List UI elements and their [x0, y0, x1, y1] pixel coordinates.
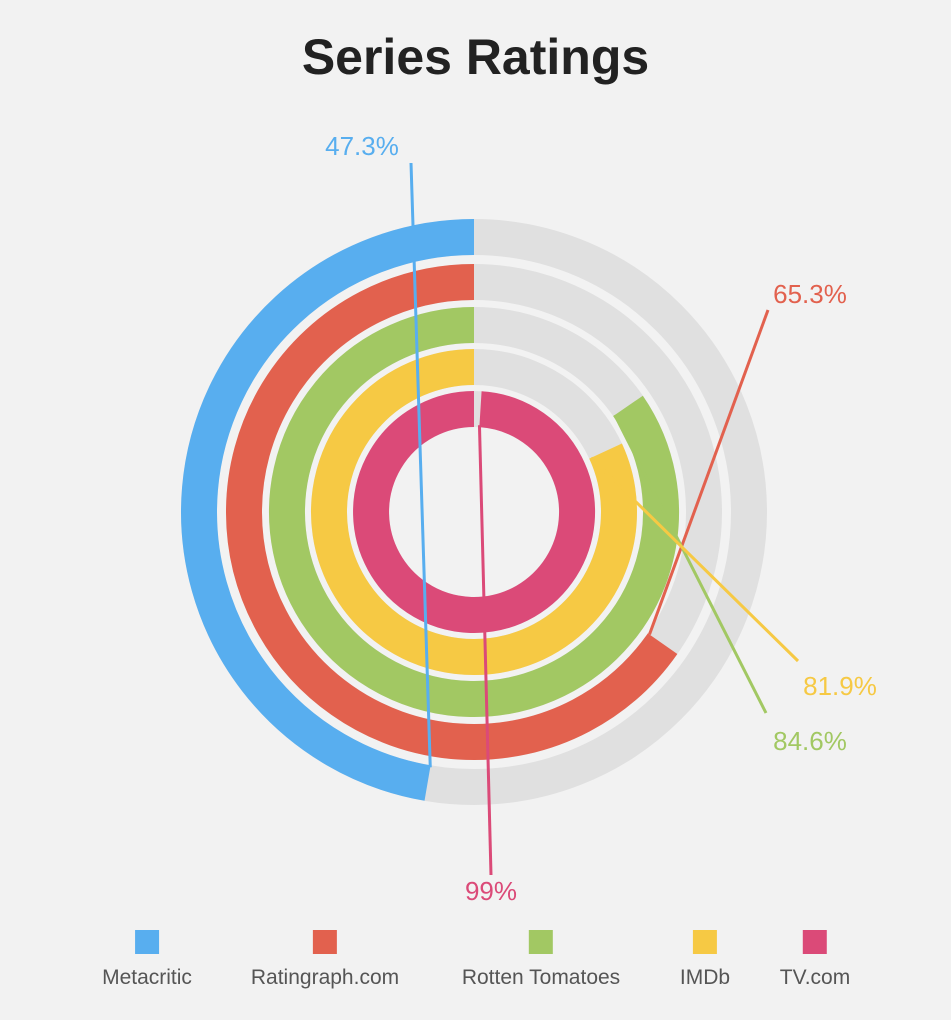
ring-bar-metacritic[interactable]: [181, 219, 475, 801]
ring-bar-rotten-tomatoes[interactable]: [269, 307, 679, 717]
chart-legend: Metacritic Ratingraph.com Rotten Tomatoes I…: [0, 925, 951, 1005]
leader-line-tv-com: [477, 425, 493, 876]
legend-item-imdb[interactable]: IMDb: [680, 925, 730, 990]
legend-item-metacritic[interactable]: Metacritic: [102, 925, 192, 990]
chart-title: Series Ratings: [301, 29, 650, 85]
legend-swatch: [313, 930, 337, 954]
legend-label: TV.com: [779, 966, 851, 989]
legend-label: Metacritic: [102, 966, 192, 989]
legend-label: IMDb: [679, 966, 731, 989]
legend-swatch: [802, 930, 827, 954]
leader-line-ratingraph-com: [648, 309, 770, 636]
legend-swatch: [693, 930, 717, 954]
legend-swatch: [529, 930, 553, 954]
legend-item-tv-com[interactable]: TV.com: [780, 925, 850, 990]
legend-label: Rotten Tomatoes: [461, 966, 621, 989]
legend-swatch: [134, 930, 159, 954]
ring-bar-ratingraph-com[interactable]: [226, 264, 678, 760]
leader-line-rotten-tomatoes: [613, 414, 768, 714]
legend-item-rotten-tomatoes[interactable]: Rotten Tomatoes: [462, 925, 620, 990]
leader-line-metacritic: [409, 162, 432, 768]
value-label-ratingraph-com: 65.3%: [773, 279, 847, 309]
legend-label: Ratingraph.com: [250, 966, 400, 989]
value-label-metacritic: 47.3%: [325, 131, 399, 161]
legend-item-ratingraph-com[interactable]: Ratingraph.com: [251, 925, 399, 990]
ring-bar-imdb[interactable]: [311, 349, 637, 675]
value-label-imdb: 81.9%: [803, 671, 877, 701]
leader-line-imdb: [590, 456, 800, 663]
ring-bar-tv-com[interactable]: [353, 391, 595, 633]
value-label-rotten-tomatoes: 84.6%: [773, 726, 847, 756]
value-label-tv-com: 99%: [465, 876, 517, 906]
